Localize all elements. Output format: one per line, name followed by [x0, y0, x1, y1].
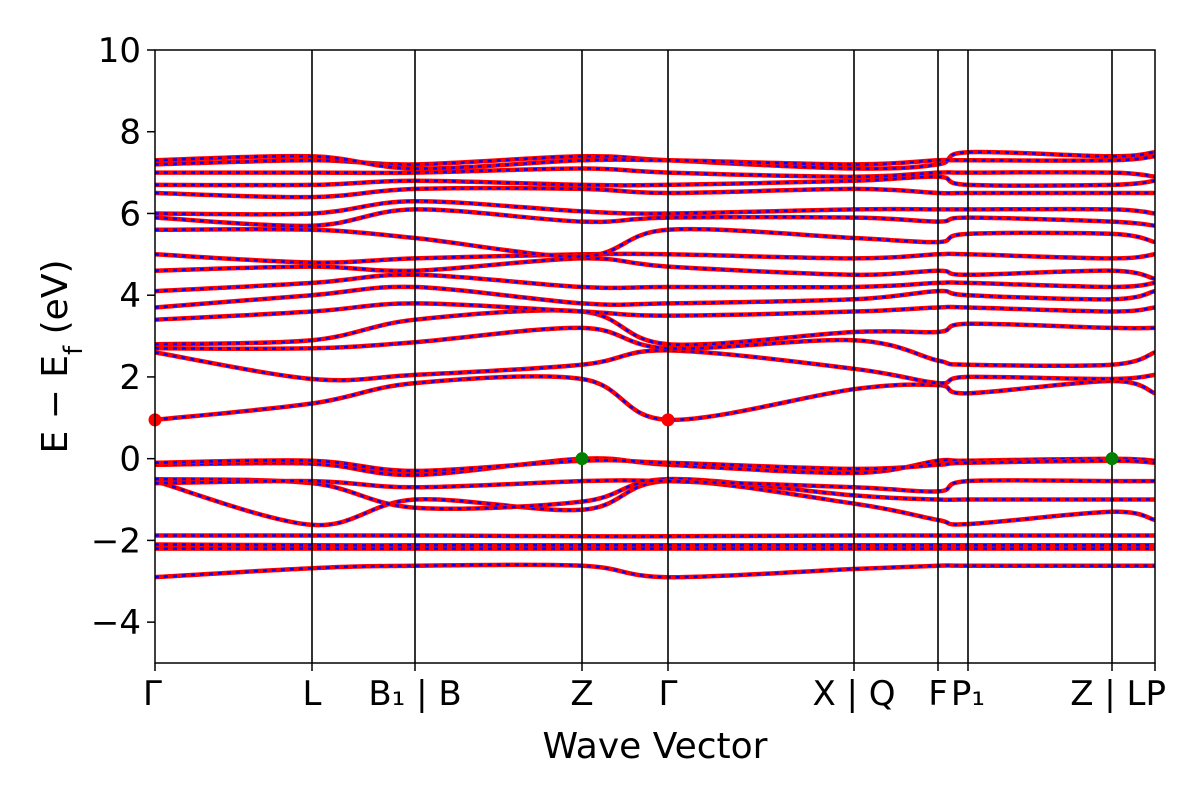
- band-line-overlay-19: [154, 208, 1156, 228]
- band-line-overlay-17: [154, 252, 1156, 264]
- band-line-overlay-14: [154, 285, 1156, 309]
- band-line-overlay-10: [154, 349, 1156, 385]
- xtick-label-2: B₁ | B: [368, 674, 461, 714]
- marker-vbm-2: [575, 452, 589, 466]
- band-line-3: [155, 533, 1155, 539]
- xtick-label-0: Γ: [143, 674, 162, 714]
- band-line-18: [154, 226, 1156, 259]
- x-axis-label: Wave Vector: [543, 726, 768, 767]
- band-line-overlay-4: [154, 479, 1156, 527]
- band-line-6: [154, 478, 1155, 494]
- band-line-overlay-0: [154, 563, 1155, 579]
- band-line-overlay-15: [154, 273, 1156, 293]
- marker-vbm-3: [1105, 452, 1119, 466]
- bands-layer: [154, 149, 1156, 580]
- xtick-label-6: F: [928, 674, 948, 714]
- band-line-11: [154, 325, 1156, 369]
- y-axis-ticks: −4 −2 0 2 4 6 8 10: [91, 31, 155, 643]
- band-line-2: [154, 542, 1155, 548]
- band-line-23: [154, 166, 1156, 179]
- band-line-overlay-3: [155, 534, 1155, 538]
- ytick-label-5: 6: [119, 194, 141, 234]
- band-line-overlay-11: [154, 326, 1156, 368]
- band-line-4: [154, 478, 1156, 528]
- ytick-label-7: 10: [98, 31, 141, 71]
- xtick-label-4: Γ: [659, 674, 678, 714]
- band-line-overlay-25: [154, 154, 1156, 170]
- band-line-overlay-22: [154, 175, 1156, 187]
- plot-frame: [154, 49, 1156, 664]
- band-line-20: [154, 198, 1156, 217]
- xtick-label-8: Z | LP: [1070, 674, 1166, 714]
- band-line-overlay-6: [154, 479, 1155, 493]
- ytick-label-2: 0: [119, 440, 141, 480]
- ytick-label-4: 4: [119, 276, 141, 316]
- band-line-overlay-16: [154, 257, 1156, 281]
- band-line-overlay-20: [154, 199, 1156, 216]
- band-line-21: [154, 185, 1155, 200]
- band-line-15: [154, 272, 1156, 294]
- xtick-label-7: P₁: [951, 674, 985, 714]
- y-axis-label: E − Ef (eV): [35, 259, 89, 453]
- xtick-label-3: Z: [570, 674, 593, 714]
- ytick-label-3: 2: [119, 358, 141, 398]
- band-line-17: [154, 251, 1156, 265]
- ytick-label-1: −2: [91, 521, 141, 561]
- band-edge-markers: [148, 413, 1119, 466]
- high-symmetry-lines: [311, 50, 1113, 663]
- band-line-overlay-21: [154, 186, 1155, 199]
- band-line-22: [154, 174, 1156, 188]
- band-line-overlay-9: [154, 375, 1156, 422]
- band-line-0: [154, 562, 1155, 580]
- band-line-9: [154, 374, 1156, 423]
- band-line-overlay-13: [154, 302, 1156, 321]
- band-line-14: [154, 284, 1156, 310]
- xtick-label-5: X | Q: [812, 674, 895, 714]
- band-line-overlay-12: [154, 309, 1156, 346]
- ytick-label-0: −4: [91, 603, 141, 643]
- marker-cbm-1: [661, 413, 675, 427]
- xtick-label-1: L: [303, 674, 322, 714]
- ytick-label-6: 8: [119, 113, 141, 153]
- x-axis-ticks: Γ L B₁ | B Z Γ X | Q F P₁ Z | LP: [143, 663, 1166, 714]
- band-line-overlay-8: [154, 458, 1156, 473]
- band-line-overlay-2: [154, 543, 1155, 547]
